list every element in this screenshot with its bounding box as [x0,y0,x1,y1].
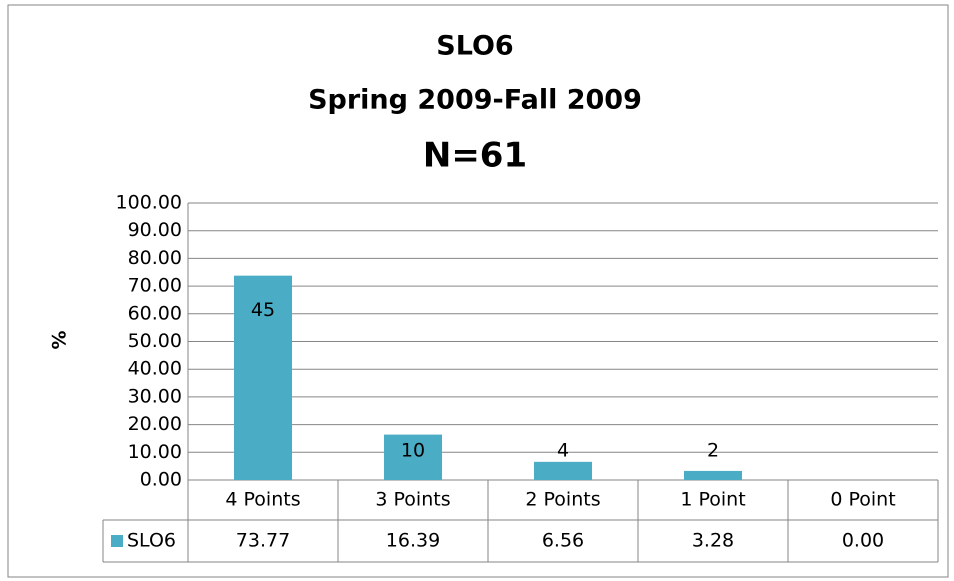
chart-note: N=61 [423,136,527,176]
y-tick-label: 20.00 [128,413,182,435]
legend-swatch [111,535,123,547]
data-label: 45 [251,299,275,321]
x-tick-label: 2 Points [525,489,600,511]
bar [534,461,592,480]
bar [234,275,292,480]
y-tick-label: 40.00 [128,358,182,380]
y-tick-label: 100.00 [116,192,182,214]
bar [684,470,742,480]
y-tick-label: 0.00 [140,469,182,491]
x-tick-label: 4 Points [225,489,300,511]
x-tick-label: 0 Point [830,489,895,511]
y-tick-label: 50.00 [128,330,182,352]
data-label: 4 [557,440,569,462]
data-label: 2 [707,440,719,462]
y-tick-label: 30.00 [128,385,182,407]
y-axis-label: % [49,330,71,349]
x-tick-label: 3 Points [375,489,450,511]
legend-label: SLO6 [127,530,176,552]
y-tick-label: 70.00 [128,275,182,297]
y-tick-label: 10.00 [128,441,182,463]
chart-title: SLO6 [436,31,513,62]
table-value: 16.39 [386,530,440,552]
bar [384,434,442,480]
table-value: 6.56 [542,530,584,552]
table-value: 0.00 [842,530,884,552]
table-value: 73.77 [236,530,290,552]
chart-subtitle: Spring 2009-Fall 2009 [308,85,642,116]
y-tick-label: 90.00 [128,219,182,241]
y-tick-label: 60.00 [128,302,182,324]
chart-border [7,4,949,578]
data-label: 10 [401,440,425,462]
x-tick-label: 1 Point [680,489,745,511]
y-tick-label: 80.00 [128,247,182,269]
table-value: 3.28 [692,530,734,552]
